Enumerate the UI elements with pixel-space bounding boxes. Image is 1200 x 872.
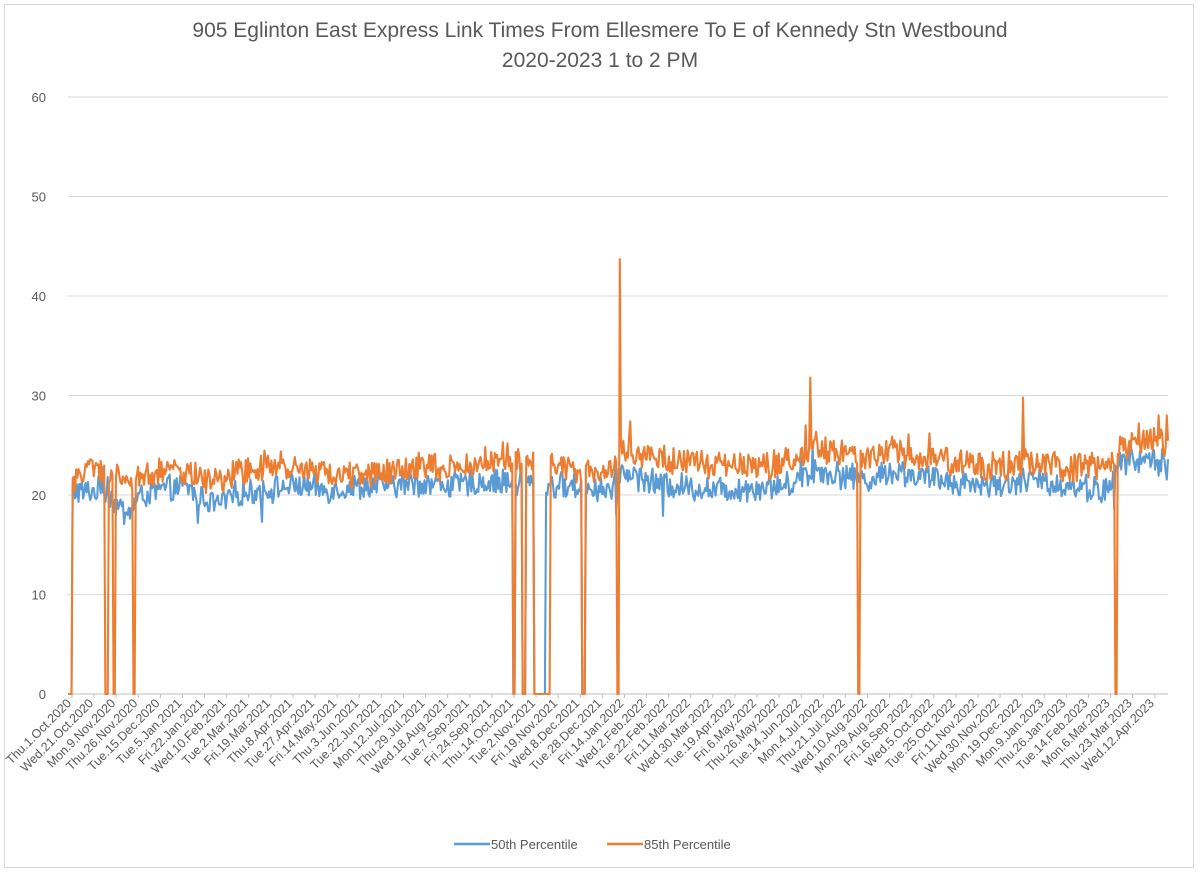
y-axis: 0 10 20 30 40 50 60 — [32, 90, 46, 702]
legend: 50th Percentile 85th Percentile — [454, 837, 731, 852]
y-tick-label: 60 — [32, 90, 46, 105]
legend-label: 50th Percentile — [491, 837, 578, 852]
chart-title: 905 Eglinton East Express Link Times Fro… — [192, 19, 1008, 42]
y-tick-label: 40 — [32, 289, 46, 304]
series-line-50th — [68, 444, 1170, 696]
legend-label: 85th Percentile — [644, 837, 731, 852]
chart-subtitle: 2020-2023 1 to 2 PM — [501, 49, 699, 72]
y-tick-label: 50 — [32, 190, 46, 205]
y-tick-label: 0 — [39, 687, 46, 702]
chart-frame — [4, 4, 1194, 868]
series-line-85th — [68, 258, 1170, 696]
series-lines — [68, 258, 1170, 696]
y-tick-label: 10 — [32, 588, 46, 603]
y-tick-label: 20 — [32, 488, 46, 503]
x-axis: Thu.1.Oct.2020Wed.21.Oct.2020Mon.9.Nov.2… — [3, 694, 1157, 777]
y-tick-label: 30 — [32, 389, 46, 404]
